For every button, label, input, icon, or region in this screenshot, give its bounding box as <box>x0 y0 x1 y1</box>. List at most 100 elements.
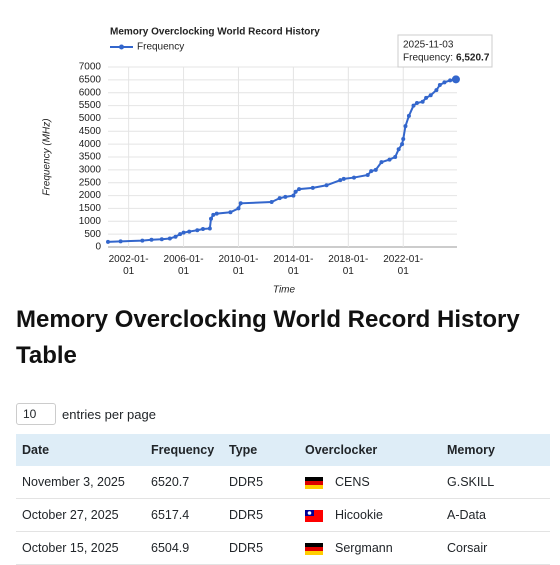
records-table: Date Frequency Type Overclocker Memory N… <box>16 434 550 565</box>
data-point <box>420 99 425 104</box>
y-tick-label: 6500 <box>79 74 102 85</box>
overclocker: Sergmann <box>335 541 393 555</box>
cell: G.SKILL <box>441 466 550 499</box>
data-point <box>396 147 401 152</box>
column-header[interactable]: Frequency <box>145 434 223 466</box>
cell: 6504.9 <box>145 531 223 565</box>
data-point <box>293 189 298 194</box>
y-tick-label: 500 <box>84 229 101 240</box>
chart: Memory Overclocking World Record History… <box>42 27 493 296</box>
data-point <box>178 232 183 237</box>
data-point <box>428 93 433 98</box>
data-point <box>411 103 416 108</box>
tooltip: 2025-11-03 Frequency: 6,520.7 <box>397 34 493 68</box>
data-point <box>401 137 406 141</box>
data-point <box>442 80 447 85</box>
data-point <box>209 216 214 221</box>
x-tick-label: 2006-01-01 <box>163 254 204 277</box>
data-point <box>236 206 241 211</box>
legend-marker <box>119 44 124 50</box>
data-point <box>393 155 398 159</box>
legend-label: Frequency <box>137 42 184 53</box>
cell: Corsair <box>441 531 550 565</box>
data-point <box>406 113 411 118</box>
page-length-select[interactable]: 10 <box>16 403 56 425</box>
y-tick-label: 2000 <box>79 190 102 201</box>
data-point <box>106 239 110 244</box>
page-length-label: entries per page <box>62 406 156 422</box>
y-tick-label: 5500 <box>79 100 102 111</box>
data-point <box>324 183 329 188</box>
data-point <box>140 238 145 243</box>
x-axis-label: Time <box>273 285 296 296</box>
data-point <box>167 236 172 241</box>
flag <box>305 476 323 489</box>
data-point <box>338 178 343 183</box>
y-tick-label: 3000 <box>79 164 102 175</box>
tooltip-label: Frequency: <box>403 53 453 64</box>
cell: 6520.7 <box>145 466 223 499</box>
data-point <box>434 88 439 93</box>
y-tick-label: 5000 <box>79 113 102 124</box>
row: October 27, 2025 6517.4 DDR5 Hicookie A-… <box>16 498 550 532</box>
tooltip-value: 6,520.7 <box>456 53 490 64</box>
data-point <box>297 187 302 192</box>
x-tick-label: 2010-01-01 <box>218 254 259 277</box>
row: November 3, 2025 6520.7 DDR5 CENS G.SKIL… <box>16 466 550 499</box>
flag <box>305 509 323 522</box>
data-point <box>187 229 192 234</box>
x-tick-label: 2018-01-01 <box>328 254 369 277</box>
y-axis-label: Frequency (MHz) <box>42 118 53 195</box>
cell: November 3, 2025 <box>16 466 145 499</box>
data-point <box>269 200 274 204</box>
data-point <box>228 210 233 215</box>
data-point <box>149 237 154 242</box>
page-length: 10 entries per page <box>16 403 156 425</box>
x-tick-label: 2002-01-01 <box>108 254 149 277</box>
cell: CENS <box>299 466 441 499</box>
tooltip-date: 2025-11-03 <box>403 40 454 51</box>
data-point <box>373 167 378 172</box>
flag <box>305 542 323 555</box>
column-header[interactable]: Date <box>16 434 145 466</box>
grid <box>108 66 457 248</box>
data-point <box>238 201 243 206</box>
data-point <box>118 239 123 244</box>
data-point <box>207 226 212 231</box>
y-tick-label: 1500 <box>79 203 102 214</box>
data-point <box>341 176 346 181</box>
y-tick-label: 0 <box>95 242 101 253</box>
header-row: Date Frequency Type Overclocker Memory <box>16 434 550 466</box>
y-tick-label: 3500 <box>79 152 102 163</box>
column-header[interactable]: Memory <box>441 434 550 466</box>
data-point <box>214 211 219 216</box>
data-point <box>414 101 419 105</box>
data-point <box>159 237 164 242</box>
data-point <box>291 193 296 198</box>
data-point <box>283 194 288 199</box>
y-tick-label: 4500 <box>79 126 102 137</box>
data-point <box>310 185 315 190</box>
cell: DDR5 <box>223 498 299 532</box>
data-point <box>211 212 216 217</box>
table-heading: Memory Overclocking World Record History… <box>16 306 520 369</box>
x-tick-label: 2014-01-01 <box>273 254 314 277</box>
y-tick-label: 6000 <box>79 87 102 98</box>
data-point <box>277 196 282 201</box>
cell: 6517.4 <box>145 498 223 532</box>
column-header[interactable]: Overclocker <box>299 434 441 466</box>
data-point <box>424 95 429 100</box>
data-point <box>403 124 408 129</box>
cell: DDR5 <box>223 466 299 499</box>
y-tick-label: 2500 <box>79 177 102 188</box>
cell: October 27, 2025 <box>16 498 145 532</box>
data-point <box>387 157 392 162</box>
tooltip-box <box>397 34 493 68</box>
data-point <box>400 142 405 147</box>
cell: Sergmann <box>299 531 441 565</box>
series-line <box>107 78 457 243</box>
cell: Hicookie <box>299 498 441 532</box>
data-point <box>365 173 370 177</box>
data-point <box>181 230 186 235</box>
column-header[interactable]: Type <box>223 434 299 466</box>
